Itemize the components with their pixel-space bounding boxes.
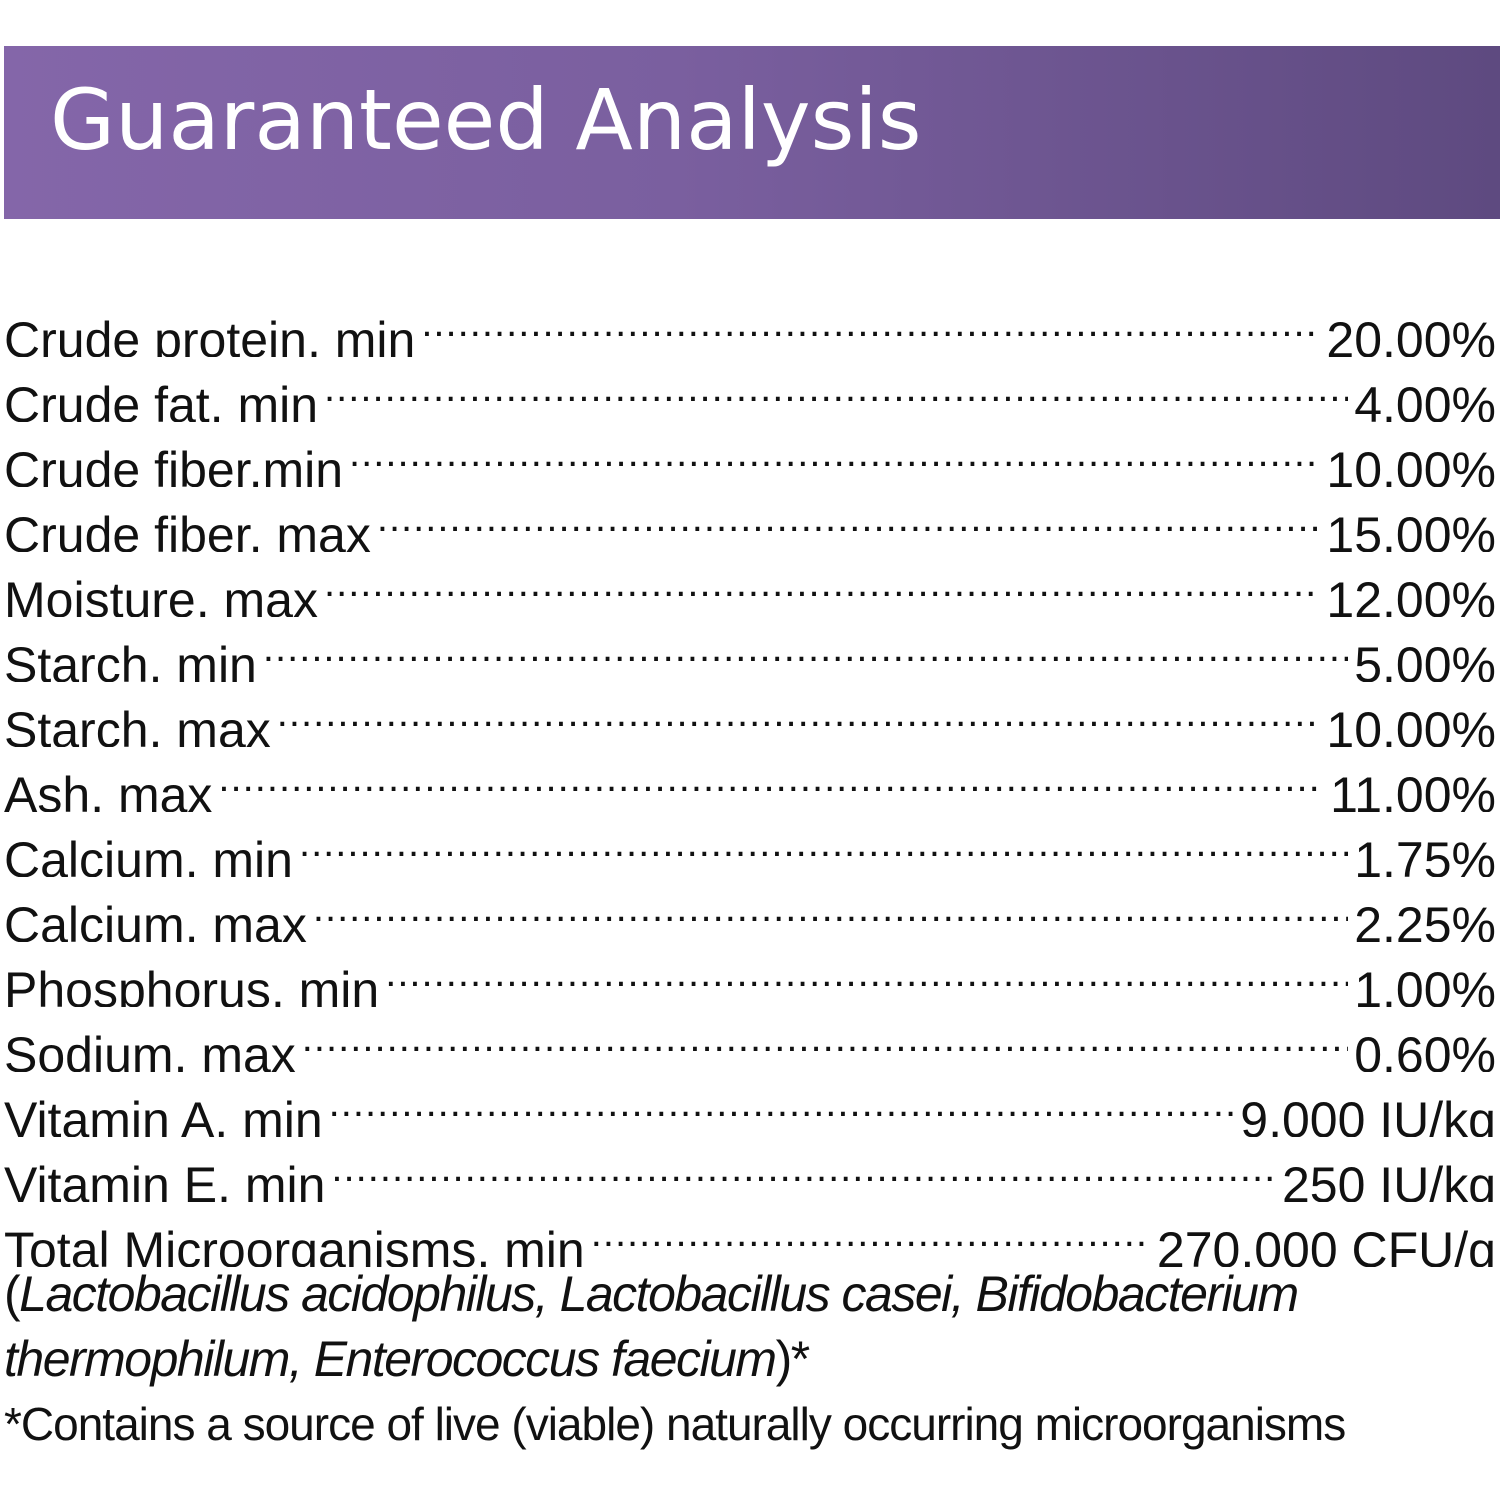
- row-value: 10.00%: [1326, 702, 1496, 747]
- dot-leader: [377, 487, 1321, 552]
- dot-leader: [277, 682, 1321, 747]
- row-value: 270,000 CFU/g: [1156, 1222, 1496, 1267]
- analysis-row-total-microorganisms-min: Total Microorganisms, min 270,000 CFU/g: [4, 1202, 1496, 1267]
- analysis-row-crude-fiber-max: Crude fiber, max 15.00%: [4, 487, 1496, 552]
- dot-leader: [302, 1007, 1348, 1072]
- row-label: Starch, max: [4, 702, 271, 747]
- row-value: 1.00%: [1354, 962, 1496, 1007]
- analysis-row-vitamin-e-min: Vitamin E, min 250 IU/kg: [4, 1137, 1496, 1202]
- row-value: 5.00%: [1354, 637, 1496, 682]
- analysis-list: Crude protein, min 20.00% Crude fat, min…: [4, 292, 1496, 1267]
- row-label: Sodium, max: [4, 1027, 296, 1072]
- analysis-row-phosphorus-min: Phosphorus, min 1.00%: [4, 942, 1496, 1007]
- header-banner: Guaranteed Analysis: [4, 46, 1500, 219]
- footnote: *Contains a source of live (viable) natu…: [4, 1398, 1346, 1450]
- dot-leader: [385, 942, 1348, 1007]
- row-label: Crude fiber,min: [4, 442, 344, 487]
- dot-leader: [313, 877, 1348, 942]
- row-value: 0.60%: [1354, 1027, 1496, 1072]
- dot-leader: [349, 422, 1320, 487]
- row-value: 11.00%: [1330, 767, 1496, 812]
- row-label: Crude fat, min: [4, 377, 319, 422]
- row-label: Crude fiber, max: [4, 507, 371, 552]
- row-label: Total Microorganisms, min: [4, 1222, 585, 1267]
- analysis-row-calcium-min: Calcium, min 1.75%: [4, 812, 1496, 877]
- analysis-row-calcium-max: Calcium, max 2.25%: [4, 877, 1496, 942]
- dot-leader: [331, 1137, 1276, 1202]
- row-value: 10.00%: [1326, 442, 1496, 487]
- dot-leader: [299, 812, 1348, 877]
- row-value: 12.00%: [1326, 572, 1496, 617]
- row-label: Vitamin E, min: [4, 1157, 326, 1202]
- species-names: Lactobacillus acidophilus, Lactobacillus…: [4, 1266, 1299, 1387]
- row-value: 1.75%: [1354, 832, 1496, 877]
- row-label: Calcium, max: [4, 897, 307, 942]
- row-value: 20.00%: [1326, 312, 1496, 357]
- dot-leader: [591, 1202, 1151, 1267]
- analysis-row-starch-min: Starch, min 5.00%: [4, 617, 1496, 682]
- dot-leader: [324, 357, 1348, 422]
- analysis-row-moisture-max: Moisture, max 12.00%: [4, 552, 1496, 617]
- close-paren: )*: [775, 1331, 811, 1387]
- analysis-row-crude-fiber-min: Crude fiber,min 10.00%: [4, 422, 1496, 487]
- row-label: Ash, max: [4, 767, 213, 812]
- analysis-row-starch-max: Starch, max 10.00%: [4, 682, 1496, 747]
- row-label: Vitamin A, min: [4, 1092, 323, 1137]
- open-paren: (: [4, 1266, 21, 1322]
- dot-leader: [263, 617, 1348, 682]
- dot-leader: [329, 1072, 1235, 1137]
- row-label: Moisture, max: [4, 572, 318, 617]
- row-label: Phosphorus, min: [4, 962, 380, 1007]
- row-value: 4.00%: [1354, 377, 1496, 422]
- analysis-row-ash-max: Ash, max 11.00%: [4, 747, 1496, 812]
- dot-leader: [324, 552, 1320, 617]
- dot-leader: [218, 747, 1324, 812]
- row-value: 250 IU/kg: [1281, 1157, 1496, 1202]
- analysis-row-crude-protein-min: Crude protein, min 20.00%: [4, 292, 1496, 357]
- row-value: 9,000 IU/kg: [1240, 1092, 1496, 1137]
- row-value: 15.00%: [1326, 507, 1496, 552]
- analysis-row-crude-fat-min: Crude fat, min 4.00%: [4, 357, 1496, 422]
- dot-leader: [421, 292, 1320, 357]
- row-label: Crude protein, min: [4, 312, 416, 357]
- row-label: Starch, min: [4, 637, 257, 682]
- analysis-row-vitamin-a-min: Vitamin A, min 9,000 IU/kg: [4, 1072, 1496, 1137]
- row-label: Calcium, min: [4, 832, 293, 877]
- page-title: Guaranteed Analysis: [50, 71, 922, 169]
- row-value: 2.25%: [1354, 897, 1496, 942]
- microorganism-species-list: (Lactobacillus acidophilus, Lactobacillu…: [4, 1262, 1484, 1392]
- analysis-row-sodium-max: Sodium, max 0.60%: [4, 1007, 1496, 1072]
